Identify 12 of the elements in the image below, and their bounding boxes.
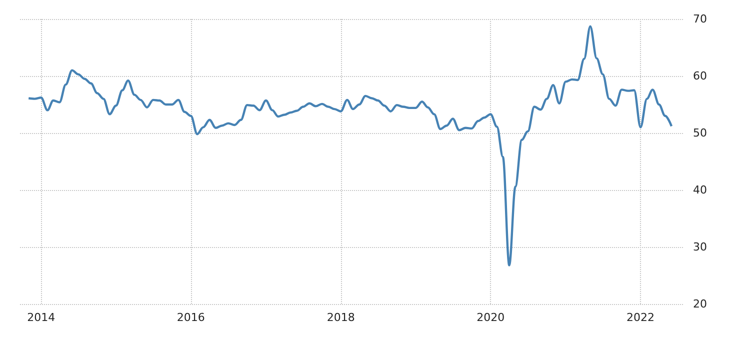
x-tick-label: 2016 bbox=[176, 311, 205, 324]
x-tick-label: 2014 bbox=[27, 311, 56, 324]
y-tick-label: 40 bbox=[693, 184, 707, 196]
y-tick-label: 70 bbox=[693, 12, 707, 26]
y-tick-label: 30 bbox=[693, 240, 707, 254]
x-tick-label: 2022 bbox=[626, 311, 655, 324]
line-series bbox=[28, 25, 673, 266]
x-tick-label: 2018 bbox=[326, 311, 355, 324]
y-tick-label: 60 bbox=[693, 70, 707, 82]
y-tick-label: 50 bbox=[693, 126, 707, 140]
y-tick-label: 20 bbox=[693, 298, 707, 310]
x-tick-label: 2020 bbox=[476, 311, 505, 324]
